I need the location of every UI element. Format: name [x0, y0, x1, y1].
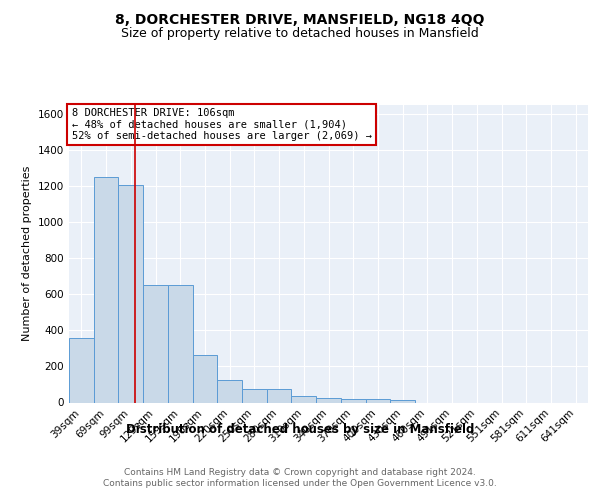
Bar [143, 286, 168, 403]
Bar [365, 399, 390, 402]
Bar [341, 399, 365, 402]
Bar [217, 380, 242, 402]
Bar [242, 389, 267, 402]
Bar [390, 400, 415, 402]
Bar [118, 185, 143, 402]
Text: Distribution of detached houses by size in Mansfield: Distribution of detached houses by size … [126, 422, 474, 436]
Bar [316, 398, 341, 402]
Bar [94, 177, 118, 402]
Text: Contains HM Land Registry data © Crown copyright and database right 2024.
Contai: Contains HM Land Registry data © Crown c… [103, 468, 497, 487]
Bar [69, 338, 94, 402]
Bar [292, 396, 316, 402]
Text: Size of property relative to detached houses in Mansfield: Size of property relative to detached ho… [121, 28, 479, 40]
Bar [168, 286, 193, 403]
Bar [193, 354, 217, 403]
Text: 8, DORCHESTER DRIVE, MANSFIELD, NG18 4QQ: 8, DORCHESTER DRIVE, MANSFIELD, NG18 4QQ [115, 12, 485, 26]
Bar [267, 389, 292, 402]
Text: 8 DORCHESTER DRIVE: 106sqm
← 48% of detached houses are smaller (1,904)
52% of s: 8 DORCHESTER DRIVE: 106sqm ← 48% of deta… [71, 108, 371, 141]
Y-axis label: Number of detached properties: Number of detached properties [22, 166, 32, 342]
